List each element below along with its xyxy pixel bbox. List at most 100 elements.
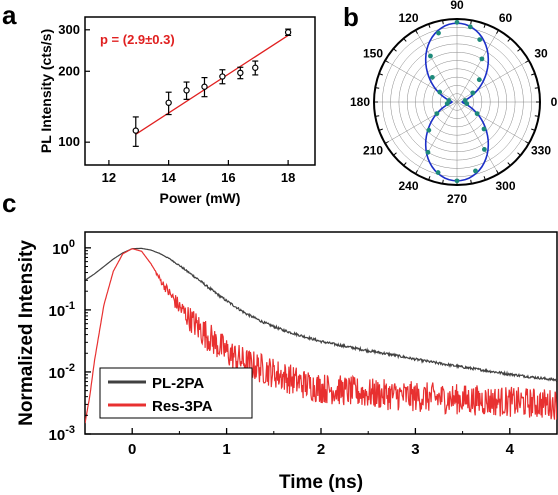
polar-tick: [393, 48, 397, 52]
x-axis-title-c: Time (ns): [279, 472, 363, 493]
polar-tick: [470, 179, 472, 184]
polar-data-point: [429, 74, 435, 80]
polar-data-points: [425, 19, 487, 184]
x-tick-label-c: 4: [506, 441, 515, 458]
decay-series: [85, 247, 557, 424]
polar-tick: [517, 152, 521, 156]
y-tick-exponent: 0: [69, 238, 75, 250]
data-point: [252, 64, 259, 71]
data-point: [219, 73, 226, 80]
polar-data-point: [476, 77, 482, 83]
y-tick-label-c: 100: [52, 238, 75, 258]
y-tick-exponent: -1: [65, 300, 75, 312]
polar-angle-label: 330: [531, 144, 551, 158]
y-tick-label-c: 10-3: [49, 424, 75, 444]
y-tick-label-c: 10-2: [49, 362, 75, 382]
legend-label-res-3pa: Res-3PA: [152, 398, 213, 415]
polar-tick: [403, 162, 407, 166]
polar-tick: [525, 60, 530, 63]
data-point: [201, 83, 208, 90]
polar-angle-label: 210: [363, 144, 383, 158]
polar-tick: [375, 87, 380, 89]
legend-box: [99, 367, 253, 419]
series-res-3pa: [85, 248, 557, 424]
polar-angle-label: 60: [499, 11, 513, 25]
polar-tick: [531, 73, 536, 76]
polar-data-point: [481, 147, 487, 152]
x-tick-label-a: 16: [221, 170, 235, 185]
polar-data-point: [464, 101, 470, 107]
polar-tick: [534, 87, 539, 89]
polar-tick: [470, 20, 472, 25]
polar-angle-label: 150: [363, 47, 383, 61]
polar-spoke: [456, 101, 499, 175]
polar-tick: [378, 128, 383, 131]
panel-a: a 12 14 16 18 100 200 300 p = (2.9±0.3) Power …: [2, 0, 316, 206]
polar-tick: [393, 152, 397, 156]
polar-data-point: [426, 127, 432, 133]
polar-angle-label: 30: [534, 47, 548, 61]
plot-frame-a: [84, 16, 316, 166]
y-axis-title-a: PL Intensity (cts/s): [38, 29, 54, 153]
fit-line: [135, 34, 289, 135]
y-tick-base: 10: [52, 241, 69, 258]
polar-fit-curve: [424, 22, 490, 182]
polar-tick: [442, 20, 444, 25]
polar-tick: [483, 176, 486, 181]
polar-angle-label: 180: [350, 95, 370, 109]
polar-fit: [424, 22, 490, 182]
data-point: [284, 29, 292, 36]
polar-data-point: [473, 168, 478, 174]
polar-tick: [415, 29, 418, 34]
x-tick-label-a: 18: [281, 170, 295, 185]
x-axis-title-a: Power (mW): [160, 190, 241, 206]
data-point: [237, 69, 244, 77]
data-points-a: [132, 28, 292, 147]
y-tick-base: 10: [49, 427, 66, 444]
polar-data-point: [428, 53, 433, 59]
polar-tick: [534, 115, 539, 117]
polar-tick: [428, 23, 431, 28]
polar-tick: [442, 179, 444, 184]
polar-data-point: [436, 30, 441, 36]
polar-angle-label: 120: [398, 11, 418, 25]
polar-data-point: [470, 90, 476, 96]
polar-spoke: [384, 101, 458, 144]
polar-data-point: [479, 56, 485, 62]
polar-tick: [507, 162, 511, 166]
polar-tick: [384, 141, 389, 144]
data-point: [165, 99, 172, 106]
polar-data-point: [477, 37, 483, 43]
y-axis-title-c: Normalized Intensity: [16, 240, 37, 426]
polar-tick: [384, 60, 389, 63]
polar-data-point: [454, 19, 460, 25]
polar-spoke: [456, 29, 499, 103]
polar-tick: [375, 115, 380, 117]
polar-tick: [496, 29, 499, 34]
x-tick-label-a: 12: [102, 170, 116, 185]
polar-grid: [373, 18, 541, 186]
polar-data-point: [454, 178, 460, 184]
polar-data-point: [467, 24, 473, 30]
y-tick-exponent: -2: [65, 362, 75, 374]
x-tick-label-c: 1: [222, 441, 230, 458]
polar-tick: [378, 73, 383, 76]
y-tick-base: 10: [49, 303, 66, 320]
polar-spoke: [456, 60, 530, 103]
polar-tick: [428, 176, 431, 181]
polar-angle-label: 90: [450, 0, 464, 12]
panel-label-a: a: [2, 0, 17, 30]
data-point: [183, 87, 190, 94]
polar-data-point: [437, 89, 443, 95]
y-tick-exponent: -3: [65, 424, 75, 436]
polar-data-point: [481, 126, 487, 132]
polar-angle-label: 240: [398, 179, 418, 193]
polar-tick: [517, 48, 521, 52]
fit-line-a: [135, 34, 289, 135]
y-tick-label-a: 200: [58, 63, 80, 78]
polar-data-point: [434, 111, 440, 117]
polar-tick: [415, 170, 418, 175]
